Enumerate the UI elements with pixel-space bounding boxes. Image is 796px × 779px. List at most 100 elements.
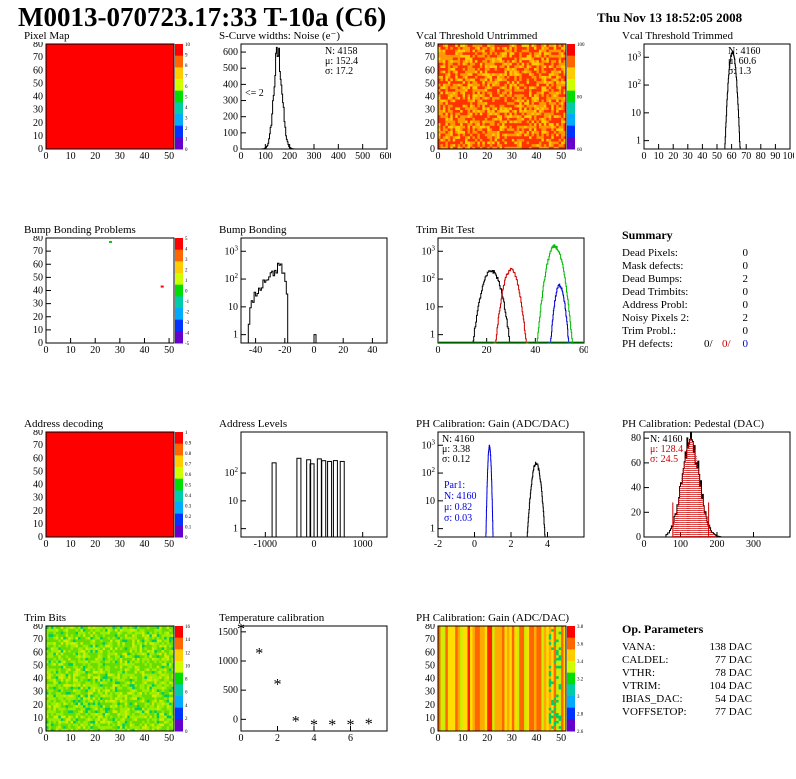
heatmap-cell bbox=[80, 723, 83, 726]
heatmap-cell bbox=[115, 639, 118, 642]
heatmap-cell bbox=[110, 665, 113, 668]
heatmap-cell bbox=[546, 86, 549, 89]
heatmap-cell bbox=[149, 652, 152, 655]
heatmap-cell bbox=[164, 700, 167, 703]
heatmap-cell bbox=[127, 631, 130, 634]
heatmap-cell bbox=[522, 133, 525, 136]
heatmap-cell bbox=[450, 97, 453, 100]
heatmap-cell bbox=[88, 663, 91, 666]
heatmap-cell bbox=[448, 102, 451, 105]
heatmap-cell bbox=[536, 86, 539, 89]
heatmap-cell bbox=[517, 97, 520, 100]
heatmap-cell bbox=[71, 665, 74, 668]
heatmap-cell bbox=[147, 671, 150, 674]
heatmap-cell bbox=[440, 629, 443, 632]
heatmap-cell bbox=[504, 123, 507, 126]
heatmap-cell bbox=[443, 91, 446, 94]
heatmap-cell bbox=[125, 681, 128, 684]
heatmap-cell bbox=[73, 707, 76, 710]
heatmap-cell bbox=[458, 104, 461, 107]
x-tick-label: 200 bbox=[282, 151, 297, 162]
heatmap-cell bbox=[88, 637, 91, 640]
heatmap-cell bbox=[108, 705, 111, 708]
heatmap-cell bbox=[112, 668, 115, 671]
heatmap-cell bbox=[495, 78, 498, 81]
y-tick-label: 50 bbox=[33, 466, 43, 477]
heatmap-cell bbox=[480, 128, 483, 131]
heatmap-cell bbox=[448, 62, 451, 65]
heatmap-cell bbox=[490, 52, 493, 55]
heatmap-cell bbox=[53, 721, 56, 724]
heatmap-cell bbox=[475, 73, 478, 76]
x-tick-label: 0 bbox=[642, 151, 647, 162]
heatmap-cell bbox=[450, 118, 453, 121]
heatmap-cell bbox=[472, 81, 475, 84]
heatmap-cell bbox=[162, 697, 165, 700]
heatmap-cell bbox=[61, 715, 64, 718]
y-tick-label: 0 bbox=[38, 144, 43, 155]
heatmap-cell bbox=[53, 665, 56, 668]
heatmap-cell bbox=[127, 726, 130, 729]
heatmap-cell bbox=[522, 81, 525, 84]
heatmap-cell bbox=[559, 107, 562, 110]
heatmap-cell bbox=[147, 642, 150, 645]
heatmap-cell bbox=[485, 112, 488, 115]
heatmap-cell bbox=[536, 123, 539, 126]
y-tick-label: 60 bbox=[33, 259, 43, 270]
heatmap-cell bbox=[117, 673, 120, 676]
heatmap-cell bbox=[500, 68, 503, 71]
heatmap-cell bbox=[514, 99, 517, 102]
heatmap-cell bbox=[448, 673, 451, 676]
heatmap-cell bbox=[497, 83, 500, 86]
heatmap-cell bbox=[440, 700, 443, 703]
heatmap-cell bbox=[56, 715, 59, 718]
heatmap-cell bbox=[105, 707, 108, 710]
heatmap-cell bbox=[492, 123, 495, 126]
heatmap-cell bbox=[167, 681, 170, 684]
heatmap-cell bbox=[551, 123, 554, 126]
heatmap-cell bbox=[445, 655, 448, 658]
heatmap-cell bbox=[448, 644, 451, 647]
heatmap-cell bbox=[51, 689, 54, 692]
heatmap-cell bbox=[546, 89, 549, 92]
heatmap-cell bbox=[122, 679, 125, 682]
heatmap-cell bbox=[93, 650, 96, 653]
stats-box-par1-line: μ: 0.82 bbox=[444, 502, 472, 513]
heatmap-cell bbox=[140, 647, 143, 650]
heatmap-cell bbox=[448, 631, 451, 634]
heatmap-cell bbox=[463, 115, 466, 118]
heatmap-cell bbox=[125, 707, 128, 710]
heatmap-cell bbox=[154, 679, 157, 682]
heatmap-cell bbox=[500, 99, 503, 102]
heatmap-cell bbox=[455, 110, 458, 113]
heatmap-cell bbox=[135, 686, 138, 689]
heatmap-cell bbox=[519, 99, 522, 102]
heatmap-cell bbox=[522, 104, 525, 107]
heatmap-cell bbox=[137, 705, 140, 708]
heatmap-cell bbox=[512, 125, 515, 128]
heatmap-cell bbox=[164, 681, 167, 684]
heatmap-cell bbox=[110, 721, 113, 724]
heatmap-cell bbox=[546, 78, 549, 81]
heatmap-cell bbox=[541, 120, 544, 123]
heatmap-cell bbox=[477, 102, 480, 105]
heatmap-cell bbox=[497, 118, 500, 121]
y-tick-label: 30 bbox=[33, 299, 43, 310]
heatmap-cell bbox=[445, 673, 448, 676]
heatmap-cell bbox=[514, 115, 517, 118]
heatmap-cell bbox=[460, 73, 463, 76]
heatmap-cell bbox=[73, 652, 76, 655]
heatmap-cell bbox=[445, 647, 448, 650]
heatmap-cell bbox=[559, 78, 562, 81]
x-tick-label: 6 bbox=[348, 733, 353, 744]
heatmap-cell bbox=[152, 671, 155, 674]
heatmap-cell bbox=[56, 655, 59, 658]
heatmap-cell bbox=[443, 660, 446, 663]
y-tick-label: 100 bbox=[223, 128, 238, 139]
heatmap-cell bbox=[448, 120, 451, 123]
x-tick-label: 70 bbox=[741, 151, 751, 162]
heatmap-cell bbox=[76, 676, 79, 679]
heatmap-cell bbox=[445, 723, 448, 726]
heatmap-cell bbox=[492, 120, 495, 123]
